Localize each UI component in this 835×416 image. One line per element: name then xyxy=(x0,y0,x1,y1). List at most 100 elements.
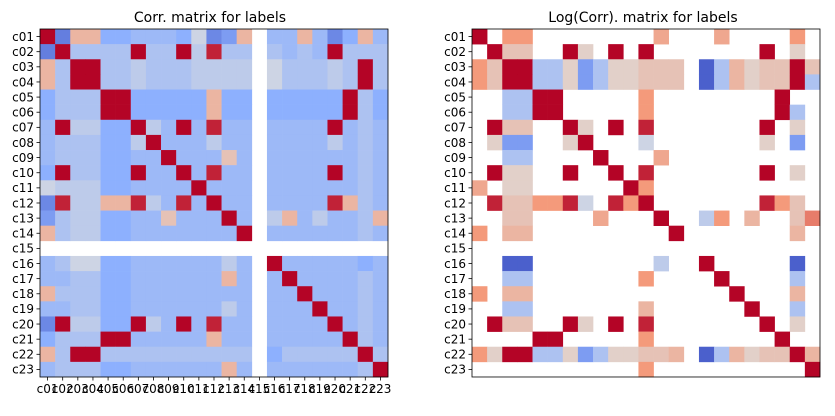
log-corr-cell-c17-c12 xyxy=(638,271,654,287)
corr-cell-c03-c13 xyxy=(221,59,237,75)
log-corr-cell-c22-c06 xyxy=(547,346,564,363)
corr-cell-c03-c11 xyxy=(191,59,207,75)
corr-cell-c19-c17 xyxy=(282,301,298,317)
corr-cell-c08-c08 xyxy=(145,134,162,151)
corr-cell-c04-c03 xyxy=(70,74,86,90)
log-corr-cell-c02-c07 xyxy=(562,44,579,60)
corr-cell-c05-c20 xyxy=(327,89,343,105)
log-corr-cell-c19-c22 xyxy=(789,301,806,317)
corr-cell-c12-c08 xyxy=(145,195,162,211)
log-corr-cell-c04-c01 xyxy=(472,74,488,90)
corr-cell-c23-c23 xyxy=(372,361,389,378)
corr-cell-c13-c09 xyxy=(161,210,177,226)
corr-cell-c07-c11 xyxy=(191,119,207,136)
corr-cell-c10-c05 xyxy=(100,165,116,181)
corr-cell-c03-c03 xyxy=(70,59,86,75)
corr-x-tick-c16: c16 xyxy=(264,382,286,396)
corr-cell-c21-c10 xyxy=(176,331,192,348)
corr-cell-c12-c23 xyxy=(372,195,389,211)
corr-y-tick-c02: c02 xyxy=(12,45,34,59)
corr-x-tick-c05: c05 xyxy=(97,382,119,396)
corr-cell-c22-c03 xyxy=(70,346,86,363)
corr-y-tick-c13: c13 xyxy=(12,211,34,225)
log-corr-cell-c08-c12 xyxy=(638,134,654,151)
corr-cell-c19-c20 xyxy=(327,301,343,317)
corr-x-tick-c18: c18 xyxy=(294,382,316,396)
corr-cell-c02-c07 xyxy=(130,44,147,60)
corr-y-tick-c21: c21 xyxy=(12,332,34,346)
log-corr-cell-c04-c13 xyxy=(653,74,669,90)
log-corr-cell-c07-c07 xyxy=(562,119,579,136)
corr-cell-c04-c08 xyxy=(145,74,162,90)
corr-cell-c20-c01 xyxy=(40,316,56,332)
corr-cell-c21-c01 xyxy=(40,331,56,348)
corr-cell-c16-c12 xyxy=(206,255,222,272)
corr-cell-c02-c05 xyxy=(100,44,116,60)
corr-cell-c08-c18 xyxy=(297,134,313,151)
corr-cell-c01-c01 xyxy=(40,29,56,45)
corr-cell-c21-c11 xyxy=(191,331,207,348)
corr-cell-c01-c14 xyxy=(236,29,253,45)
log-corr-cell-c18-c01 xyxy=(472,286,488,302)
corr-cell-c16-c03 xyxy=(70,255,86,272)
corr-cell-c17-c02 xyxy=(55,271,71,287)
corr-y-tick-c06: c06 xyxy=(12,106,34,120)
corr-cell-c07-c04 xyxy=(85,119,101,136)
log-corr-cell-c08-c03 xyxy=(502,134,518,151)
log-corr-cell-c03-c22 xyxy=(789,59,806,75)
corr-cell-c01-c23 xyxy=(372,29,389,45)
log-corr-cell-c19-c03 xyxy=(502,301,518,317)
corr-cell-c10-c12 xyxy=(206,165,222,181)
corr-cell-c09-c11 xyxy=(191,150,207,166)
log-corr-cell-c20-c20 xyxy=(759,316,775,332)
corr-cell-c19-c23 xyxy=(372,301,389,317)
corr-cell-c05-c05 xyxy=(100,89,116,105)
corr-cell-c11-c23 xyxy=(372,180,389,196)
corr-cell-c04-c07 xyxy=(130,74,147,90)
log-corr-cell-c13-c22 xyxy=(789,210,806,226)
log-corr-cell-c12-c22 xyxy=(789,195,806,211)
log-corr-cell-c18-c03 xyxy=(502,286,518,302)
log-corr-cell-c03-c08 xyxy=(577,59,594,75)
corr-y-tick-c14: c14 xyxy=(12,227,34,241)
corr-cell-c09-c19 xyxy=(312,150,328,166)
corr-cell-c08-c13 xyxy=(221,134,237,151)
corr-cell-c03-c09 xyxy=(161,59,177,75)
corr-cell-c19-c03 xyxy=(70,301,86,317)
corr-cell-c09-c18 xyxy=(297,150,313,166)
log-corr-cell-c21-c05 xyxy=(532,331,548,348)
corr-cell-c04-c22 xyxy=(357,74,374,90)
log-corr-cell-c04-c23 xyxy=(804,74,821,90)
corr-cell-c23-c20 xyxy=(327,361,343,378)
log-corr-cell-c03-c05 xyxy=(532,59,548,75)
corr-cell-c20-c08 xyxy=(145,316,162,332)
corr-matrix-x-ticks: c01c02c03c04c05c06c07c08c09c10c11c12c13c… xyxy=(37,376,391,396)
corr-cell-c20-c16 xyxy=(266,316,283,332)
corr-y-tick-c20: c20 xyxy=(12,317,34,331)
corr-cell-c14-c23 xyxy=(372,225,389,242)
log-corr-cell-c06-c05 xyxy=(532,104,548,121)
corr-cell-c12-c16 xyxy=(266,195,283,211)
log-corr-cell-c01-c17 xyxy=(714,29,730,45)
corr-cell-c23-c12 xyxy=(206,361,222,378)
corr-cell-c06-c21 xyxy=(342,104,359,121)
log-corr-cell-c04-c18 xyxy=(729,74,745,90)
corr-cell-c05-c19 xyxy=(312,89,328,105)
corr-cell-c12-c20 xyxy=(327,195,343,211)
log-corr-cell-c02-c08 xyxy=(577,44,594,60)
corr-cell-c06-c17 xyxy=(282,104,298,121)
corr-cell-c04-c17 xyxy=(282,74,298,90)
corr-cell-c09-c22 xyxy=(357,150,374,166)
log-corr-y-tick-c18: c18 xyxy=(444,287,466,301)
log-corr-cell-c07-c08 xyxy=(577,119,594,136)
corr-cell-c17-c01 xyxy=(40,271,56,287)
corr-cell-c11-c06 xyxy=(115,180,132,196)
corr-cell-c01-c07 xyxy=(130,29,147,45)
corr-cell-c05-c09 xyxy=(161,89,177,105)
log-corr-cell-c08-c02 xyxy=(487,134,503,151)
corr-y-tick-c19: c19 xyxy=(12,302,34,316)
corr-cell-c14-c20 xyxy=(327,225,343,242)
log-corr-y-tick-c05: c05 xyxy=(444,90,466,104)
corr-cell-c04-c02 xyxy=(55,74,71,90)
corr-cell-c01-c02 xyxy=(55,29,71,45)
